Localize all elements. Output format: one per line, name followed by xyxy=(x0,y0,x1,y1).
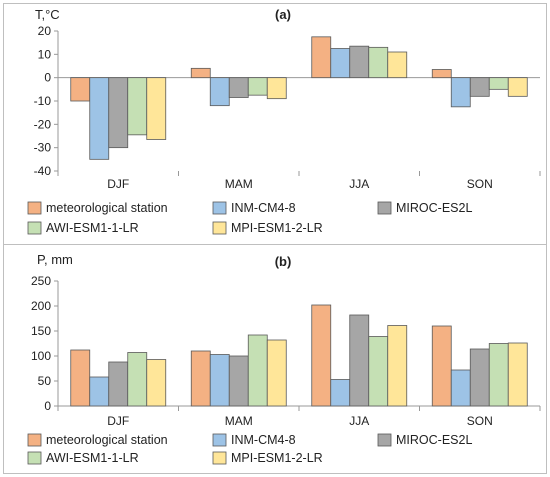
panel-b-bar xyxy=(70,349,91,407)
panel-a-plot: 20 10 0 -10 -20 -30 -40 DJF MAM JJA SON xyxy=(34,24,541,191)
panel-b-category-label: SON xyxy=(467,414,493,428)
panel-b-bar xyxy=(108,361,129,407)
panel-b-category-label: MAM xyxy=(225,414,253,428)
panel-b-bar xyxy=(266,339,287,407)
panel-b-bar xyxy=(431,325,452,407)
panel-b-bar xyxy=(146,359,167,407)
panel-a-legend-swatch xyxy=(377,201,392,215)
panel-b-title: (b) xyxy=(275,254,292,269)
panel-a-legend-swatch xyxy=(27,201,42,215)
panel-a-legend-label: MPI-ESM1-2-LR xyxy=(231,221,323,235)
panel-a-bar xyxy=(190,67,211,79)
panel-a-bar xyxy=(146,77,167,140)
panel-a-ytick-label: 0 xyxy=(44,71,51,85)
panel-b-legend: meteorological station INM-CM4-8 MIROC-ES2… xyxy=(27,433,472,465)
panel-a-bar xyxy=(507,77,528,97)
panel-a-category-label: SON xyxy=(467,177,493,191)
panel-b-frame xyxy=(3,244,547,474)
panel-b-bar xyxy=(89,376,110,407)
panel-a-ytick-label: -30 xyxy=(34,141,52,155)
panel-b-bar xyxy=(190,350,211,407)
panel-a-legend-swatch xyxy=(212,221,227,235)
panel-a-bar xyxy=(127,77,148,136)
panel-b-legend-label: AWI-ESM1-1-LR xyxy=(46,451,139,465)
panel-b-legend-label: INM-CM4-8 xyxy=(231,433,296,447)
panel-b-bar xyxy=(450,369,471,407)
panel-a-bar xyxy=(469,77,490,97)
panel-a-bar xyxy=(450,77,471,108)
panel-a-ylabel: T,°C xyxy=(35,7,60,22)
panel-b-ytick-label: 200 xyxy=(31,299,51,313)
panel-a-bar xyxy=(311,36,332,79)
panel-b-plot: 250 200 150 100 50 0 DJF MAM JJA SON xyxy=(31,274,541,428)
panel-b-ytick-label: 250 xyxy=(31,274,51,288)
panel-b-bar xyxy=(469,348,490,407)
panel-b-legend-swatch xyxy=(212,451,227,465)
panel-b-bar xyxy=(228,355,249,407)
panel-a-legend-label: INM-CM4-8 xyxy=(231,201,296,215)
panel-a-legend-label: MIROC-ES2L xyxy=(396,201,472,215)
panel-a-bar xyxy=(209,77,230,107)
panel-b-bar xyxy=(507,342,528,407)
panel-a-bar xyxy=(431,69,452,79)
panel-a-legend-label: AWI-ESM1-1-LR xyxy=(46,221,139,235)
panel-a-legend: meteorological station INM-CM4-8 MIROC-ES2… xyxy=(27,201,472,235)
panel-b-bar xyxy=(311,304,332,407)
panel-b-ytick-label: 150 xyxy=(31,324,51,338)
panel-a-ytick-label: -20 xyxy=(34,117,52,131)
panel-a-bar xyxy=(247,77,268,96)
panel-b-legend-swatch xyxy=(212,433,227,447)
panel-b-bar xyxy=(127,352,148,407)
panel-b-ytick-label: 50 xyxy=(38,374,52,388)
panel-a-bar xyxy=(330,48,351,79)
panel-b-bar xyxy=(488,343,509,407)
panel-b-bar xyxy=(209,354,230,407)
panel-b-ylabel: P, mm xyxy=(37,252,73,267)
panel-a-bar xyxy=(266,77,287,100)
panel-b-bar xyxy=(349,314,370,407)
panel-b-legend-label: MIROC-ES2L xyxy=(396,433,472,447)
panel-a-category-label: JJA xyxy=(349,177,369,191)
panel-a-bar xyxy=(108,77,129,149)
panel-b-category-label: DJF xyxy=(107,414,129,428)
panel-b-legend-swatch xyxy=(27,451,42,465)
panel-a-ytick-label: 20 xyxy=(38,24,52,38)
panel-a-bar xyxy=(387,51,408,79)
panel-a-title: (a) xyxy=(275,7,291,22)
panel-a-bar xyxy=(89,77,110,160)
panel-a-bar xyxy=(228,77,249,98)
panel-a-ytick-label: -10 xyxy=(34,94,52,108)
panel-a-category-label: DJF xyxy=(107,177,129,191)
panel-a-legend-swatch xyxy=(27,221,42,235)
panel-b-category-label: JJA xyxy=(349,414,369,428)
panel-b-ytick-label: 0 xyxy=(44,399,51,413)
panel-a-legend-label: meteorological station xyxy=(46,201,168,215)
panel-a-bar xyxy=(368,46,389,79)
panel-b-bar xyxy=(387,325,408,407)
panel-b-legend-label: MPI-ESM1-2-LR xyxy=(231,451,323,465)
panel-a-bar xyxy=(349,45,370,79)
panel-a-category-label: MAM xyxy=(225,177,253,191)
panel-a-bar xyxy=(70,77,91,102)
panel-a-bar xyxy=(488,77,509,90)
panel-b-legend-swatch xyxy=(377,433,392,447)
panel-a-ytick-label: -40 xyxy=(34,164,52,178)
panel-b-bar xyxy=(368,336,389,407)
panel-b-ytick-label: 100 xyxy=(31,349,51,363)
panel-a-ytick-label: 10 xyxy=(38,47,52,61)
panel-b-bar xyxy=(247,334,268,407)
panel-b-legend-swatch xyxy=(27,433,42,447)
panel-a-legend-swatch xyxy=(212,201,227,215)
panel-b-bar xyxy=(330,379,351,407)
panel-b-legend-label: meteorological station xyxy=(46,433,168,447)
